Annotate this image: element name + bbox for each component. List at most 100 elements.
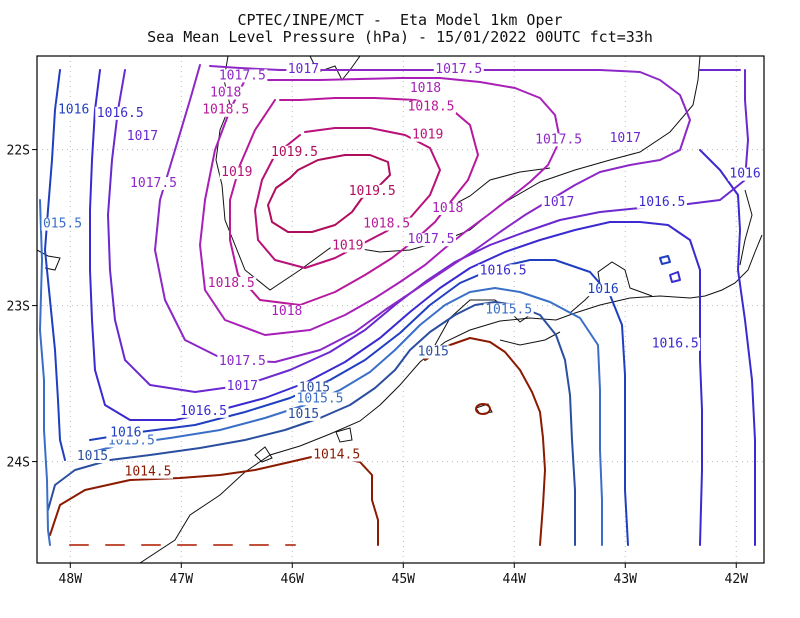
contour-label-1018.5: 1018.5 bbox=[202, 103, 249, 118]
contour-label-1016: 1016 bbox=[110, 426, 141, 441]
contour-label-bg bbox=[219, 166, 254, 180]
title-line-1: CPTEC/INPE/MCT - Eta Model 1km Oper bbox=[237, 11, 563, 29]
title-line-2: Sea Mean Level Pressure (hPa) - 15/01/20… bbox=[147, 28, 653, 46]
contour-label-bg bbox=[41, 217, 84, 231]
isobar-1014.5-b bbox=[424, 337, 546, 546]
contour-label-bg bbox=[178, 404, 229, 418]
island-2 bbox=[335, 427, 353, 443]
contour-label-1016.5: 1016.5 bbox=[97, 106, 144, 121]
state-line-1 bbox=[215, 56, 701, 291]
x-tick-label: 47W bbox=[170, 572, 194, 587]
isobar-1016-b bbox=[89, 259, 629, 546]
contour-label-1016: 1016 bbox=[587, 282, 618, 297]
isobar-1019.5-a bbox=[267, 154, 391, 233]
contour-label-bg bbox=[406, 100, 457, 114]
contour-label-1015: 1015 bbox=[288, 407, 319, 422]
contour-label-bg bbox=[95, 106, 146, 120]
contour-label-1018: 1018 bbox=[410, 81, 441, 96]
isobar-1019-a bbox=[254, 127, 441, 269]
contour-label-1015.5: 1015.5 bbox=[485, 302, 532, 317]
contour-label-bg bbox=[727, 167, 764, 181]
contour-label-bg bbox=[217, 354, 268, 368]
contour-label-bg bbox=[410, 128, 445, 142]
contour-label-bg bbox=[361, 217, 412, 231]
contour-label-bg bbox=[206, 276, 257, 290]
contour-label-1018: 1018 bbox=[271, 304, 302, 319]
contour-label-1018.5: 1018.5 bbox=[363, 217, 410, 232]
contour-label-bg bbox=[122, 465, 173, 479]
contour-label-bg bbox=[586, 283, 621, 297]
contour-label-1017: 1017 bbox=[288, 62, 319, 77]
isobar-1017-a bbox=[107, 69, 749, 393]
contour-label-bg bbox=[533, 133, 584, 147]
contour-label-1015: 1015 bbox=[418, 345, 449, 360]
x-tick-label: 48W bbox=[59, 572, 83, 587]
isobar-1014.5-island bbox=[475, 403, 491, 415]
contour-label-1017: 1017 bbox=[610, 131, 641, 146]
contour-label-bg bbox=[269, 304, 304, 318]
contour-label-bg bbox=[408, 81, 443, 95]
x-tick-label: 42W bbox=[725, 572, 749, 587]
contour-label-1016.5: 1016.5 bbox=[480, 263, 527, 278]
contour-label-bg bbox=[478, 264, 529, 278]
contour-label-1016.5: 1016.5 bbox=[180, 404, 227, 419]
contour-label-bg bbox=[128, 177, 179, 191]
contour-label-1014.5: 1014.5 bbox=[125, 465, 172, 480]
contour-label-bg bbox=[269, 145, 320, 159]
x-tick-label: 43W bbox=[614, 572, 638, 587]
island-1 bbox=[254, 446, 273, 463]
contour-label-bg bbox=[330, 239, 365, 253]
x-tick-label: 44W bbox=[503, 572, 527, 587]
contour-label-1015.5: 1015.5 bbox=[297, 391, 344, 406]
isobar-1016.5-b bbox=[699, 149, 756, 546]
contour-label-bg bbox=[297, 381, 332, 395]
coast-main bbox=[139, 234, 763, 563]
contour-label-1017.5: 1017.5 bbox=[435, 62, 482, 77]
contour-label-1019.5: 1019.5 bbox=[271, 145, 318, 160]
coast-bay-3 bbox=[499, 331, 561, 346]
y-tick-label: 22S bbox=[7, 144, 30, 159]
contour-label-bg bbox=[217, 69, 268, 83]
isobar-1016.5-a bbox=[89, 69, 703, 546]
contour-label-bg bbox=[406, 233, 457, 247]
contour-label-bg bbox=[311, 448, 362, 462]
contour-label-1017.5: 1017.5 bbox=[219, 68, 266, 83]
y-tick-label: 24S bbox=[7, 456, 30, 471]
coast-west bbox=[37, 249, 61, 271]
contour-label-1017.5: 1017.5 bbox=[130, 176, 177, 191]
contour-label-bg bbox=[347, 184, 398, 198]
contour-label-1016.5: 1016.5 bbox=[638, 195, 685, 210]
coast-bay-2 bbox=[569, 261, 653, 314]
contour-label-bg bbox=[650, 337, 701, 351]
contour-label-1019: 1019 bbox=[332, 238, 363, 253]
map-title: CPTEC/INPE/MCT - Eta Model 1km Oper Sea … bbox=[0, 12, 800, 46]
contour-label-bg bbox=[56, 103, 91, 117]
contour-label-bg bbox=[208, 86, 243, 100]
isobar-1015-a bbox=[47, 301, 576, 546]
contour-label-1017: 1017 bbox=[227, 379, 258, 394]
isobar-1016-c bbox=[659, 255, 671, 265]
contour-label-1017.5: 1017.5 bbox=[219, 354, 266, 369]
contour-label-1016.5: 1016.5 bbox=[652, 337, 699, 352]
contour-label-1014.5: 1014.5 bbox=[313, 447, 360, 462]
contour-label-bg bbox=[433, 63, 484, 77]
contour-label-1015: 1015 bbox=[299, 380, 330, 395]
isobar-1014.5-a bbox=[49, 454, 379, 546]
y-tick-label: 23S bbox=[7, 300, 30, 315]
contour-label-bg bbox=[200, 103, 251, 117]
x-tick-label: 45W bbox=[392, 572, 416, 587]
contour-label-1016: 1016 bbox=[58, 103, 89, 118]
contour-label-bg bbox=[225, 379, 260, 393]
contour-labels: 1014.5 1014.5 1015 1015 1015 1015 015.5 1015.5 1… bbox=[41, 62, 764, 480]
contour-label-bg bbox=[483, 303, 534, 317]
contour-label-1019: 1019 bbox=[221, 165, 252, 180]
contour-label-1017.5: 1017.5 bbox=[535, 132, 582, 147]
contour-label-1018.5: 1018.5 bbox=[408, 100, 455, 115]
isobar-1015.5-a bbox=[39, 199, 51, 546]
isobar-1016.5-c bbox=[669, 271, 681, 283]
contour-label-1018.5: 1018.5 bbox=[208, 276, 255, 291]
contour-label-bg bbox=[430, 202, 465, 215]
contour-label-bg bbox=[75, 450, 110, 464]
contour-label-1019: 1019 bbox=[412, 128, 443, 143]
